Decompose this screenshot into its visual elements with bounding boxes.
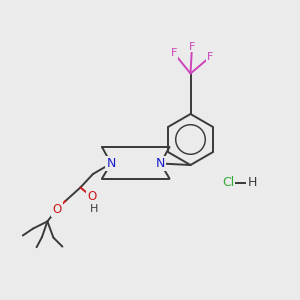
Text: F: F	[189, 41, 195, 52]
Text: N: N	[156, 157, 165, 170]
Text: O: O	[52, 202, 62, 216]
Text: O: O	[87, 190, 96, 203]
Text: H: H	[90, 204, 98, 214]
Text: H: H	[247, 176, 257, 190]
Text: Cl: Cl	[222, 176, 234, 190]
Text: F: F	[171, 48, 177, 58]
Text: N: N	[106, 157, 116, 170]
Text: F: F	[207, 52, 213, 62]
